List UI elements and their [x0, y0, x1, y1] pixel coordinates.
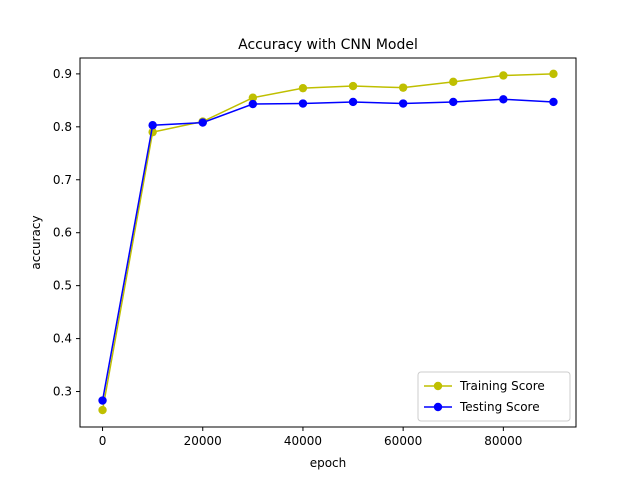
y-tick-label: 0.6: [53, 226, 72, 240]
x-axis-label: epoch: [310, 456, 347, 470]
testing-point: [248, 99, 258, 109]
training-point: [98, 405, 107, 415]
training-point: [348, 81, 358, 91]
testing-point: [449, 97, 458, 107]
testing-point: [549, 97, 558, 107]
y-tick-label: 0.8: [53, 120, 72, 134]
x-tick-label: 60000: [384, 434, 422, 448]
testing-point: [398, 99, 408, 108]
x-tick-label: 0: [99, 434, 107, 448]
y-tick-label: 0.3: [53, 385, 72, 399]
legend-label: Training Score: [459, 379, 545, 393]
y-tick-label: 0.4: [53, 332, 72, 346]
x-axis: 0 20000 40000 60000 80000: [99, 427, 522, 448]
chart-title: Accuracy with CNN Model: [238, 37, 418, 53]
training-point: [398, 83, 408, 92]
training-point: [449, 77, 458, 87]
plot-area: [98, 69, 558, 415]
testing-point: [348, 97, 358, 107]
testing-point: [499, 95, 508, 104]
series-line-training: [101, 73, 554, 411]
training-point: [298, 83, 308, 93]
testing-point: [198, 118, 207, 127]
legend-box: [417, 371, 571, 422]
x-tick-label: 80000: [484, 434, 522, 448]
y-axis-label: accuracy: [29, 215, 43, 269]
legend-swatch-marker: [433, 402, 443, 412]
y-tick-label: 0.7: [53, 173, 72, 187]
series-line-testing: [101, 98, 554, 401]
training-point: [549, 69, 558, 79]
training-point: [248, 93, 258, 102]
y-tick-label: 0.5: [53, 279, 72, 293]
testing-point: [148, 121, 157, 130]
legend-swatch-marker: [433, 381, 443, 391]
y-tick-label: 0.9: [53, 67, 72, 81]
testing-point: [298, 99, 308, 108]
x-tick-label: 40000: [284, 434, 322, 448]
y-axis: 0.3 0.4 0.5 0.6 0.7 0.8 0.9: [53, 67, 80, 399]
testing-point: [98, 396, 107, 405]
x-tick-label: 20000: [184, 434, 222, 448]
legend-label: Testing Score: [459, 400, 540, 414]
legend: Training Score Testing Score: [417, 371, 571, 422]
training-point: [499, 71, 508, 80]
plot-frame: [79, 57, 577, 428]
